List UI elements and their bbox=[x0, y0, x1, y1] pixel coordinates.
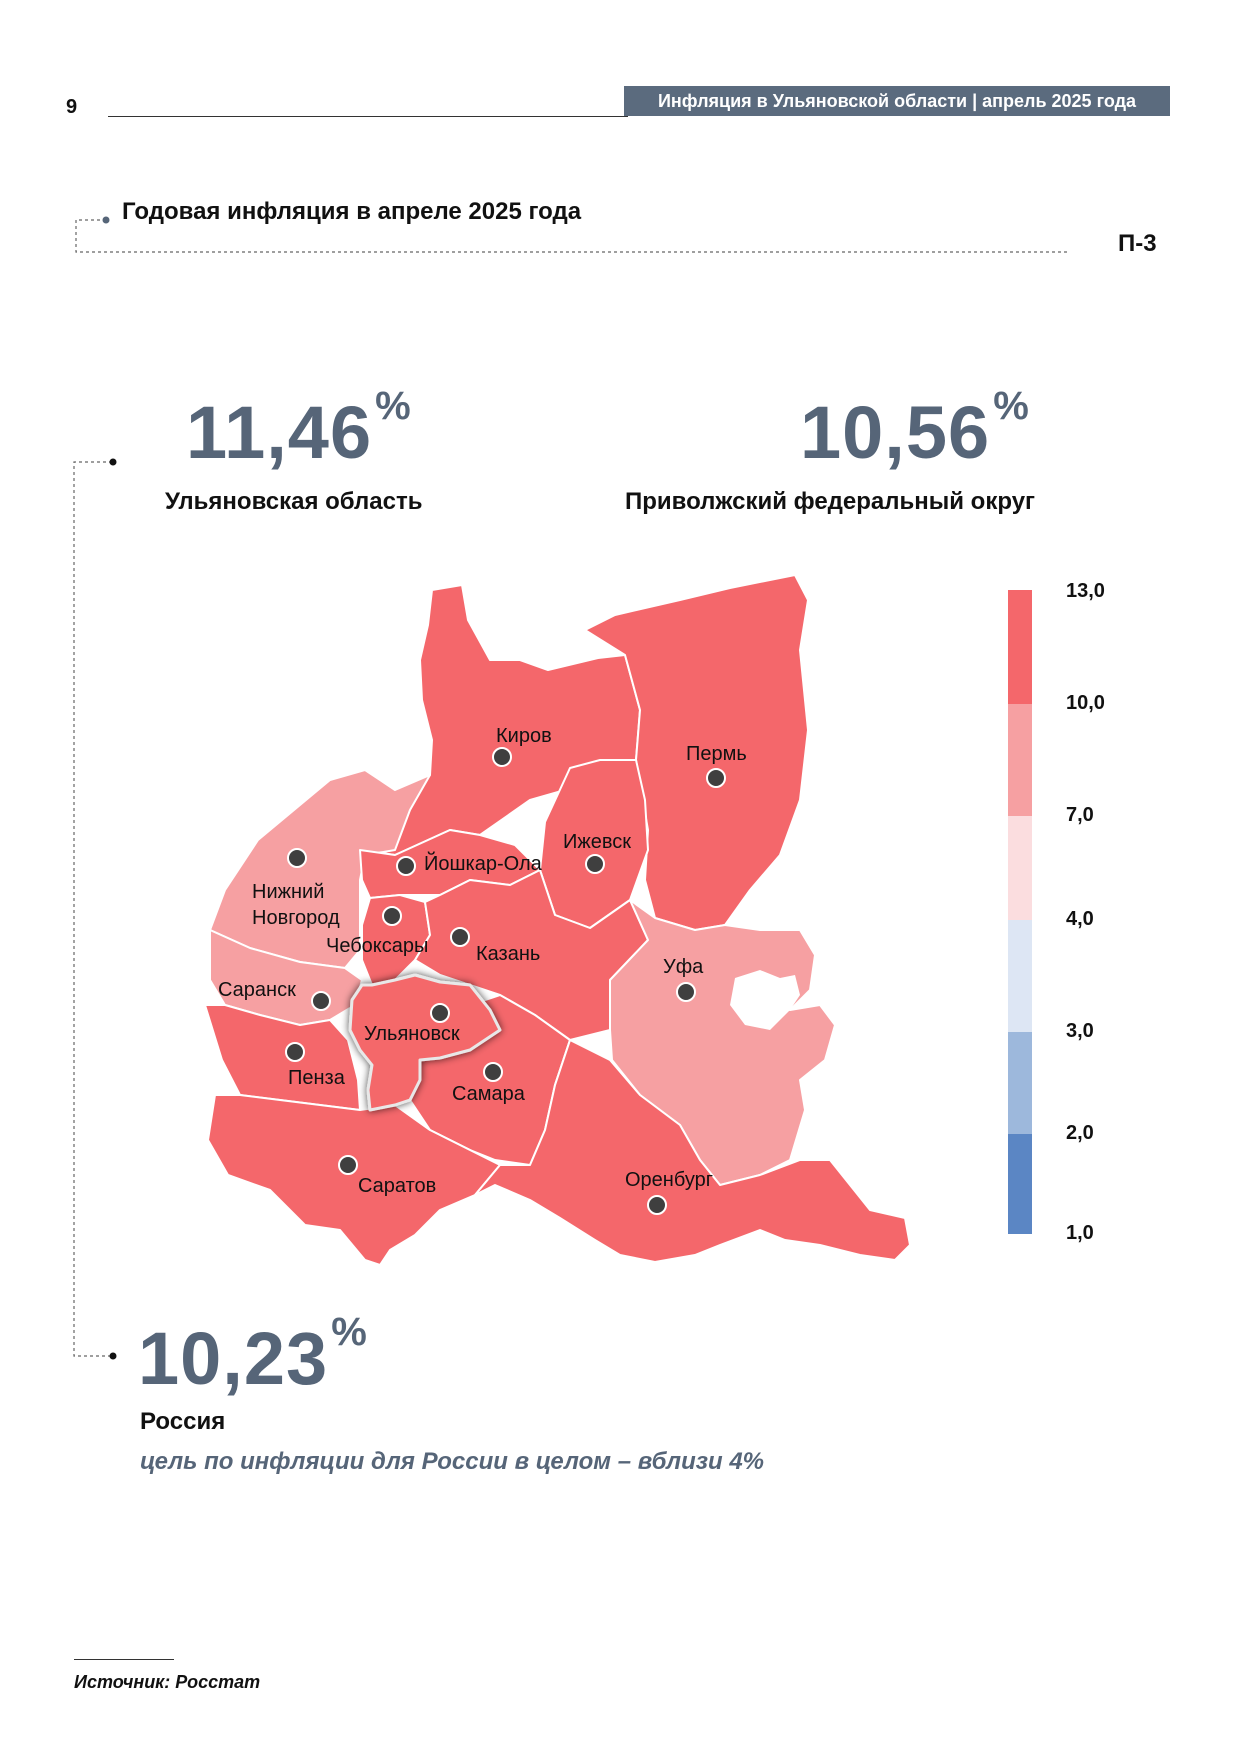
city-label-nizhny-novgorod: Нижний Новгород bbox=[252, 881, 340, 929]
russia-inflation-value: 10,23% bbox=[138, 1310, 368, 1400]
city-kazan: Казань bbox=[450, 927, 540, 965]
page-number: 9 bbox=[66, 96, 78, 118]
city-label-nizhny-line2: Новгород bbox=[252, 907, 340, 929]
pfo-inflation-value: 10,56% bbox=[800, 384, 1030, 474]
city-dot bbox=[338, 1155, 358, 1175]
region-nizhny-novgorod bbox=[209, 769, 431, 969]
indicator-connector bbox=[73, 461, 112, 1357]
city-label-penza: Пенза bbox=[288, 1067, 346, 1089]
legend-tick-7: 7,0 bbox=[1066, 804, 1094, 826]
running-title: Инфляция в Ульяновской области | апрель … bbox=[624, 86, 1170, 116]
title-dot bbox=[102, 216, 110, 224]
city-label-saratov: Саратов bbox=[358, 1175, 436, 1197]
city-dot bbox=[396, 856, 416, 876]
indicator-dot-top bbox=[109, 458, 117, 466]
city-label-ufa: Уфа bbox=[663, 956, 704, 978]
city-label-orenburg: Оренбург bbox=[625, 1169, 713, 1191]
city-label-nizhny-line1: Нижний bbox=[252, 881, 324, 903]
bashkortostan-inner-white bbox=[730, 970, 800, 1030]
legend-tick-4: 4,0 bbox=[1066, 908, 1094, 930]
region-ulyanovsk bbox=[348, 973, 502, 1112]
region-chuvashia bbox=[361, 894, 431, 986]
legend-swatch-2-3 bbox=[1008, 1032, 1032, 1134]
city-ulyanovsk: Ульяновск bbox=[364, 1003, 460, 1045]
city-kirov: Киров bbox=[492, 725, 552, 767]
city-dot bbox=[706, 768, 726, 788]
legend-swatch-1-2 bbox=[1008, 1134, 1032, 1234]
legend-tick-13: 13,0 bbox=[1066, 580, 1105, 602]
city-orenburg: Оренбург bbox=[625, 1169, 713, 1215]
russia-label: Россия bbox=[140, 1408, 226, 1435]
city-label-samara: Самара bbox=[452, 1083, 526, 1105]
legend-swatch-7-10 bbox=[1008, 704, 1032, 816]
inflation-map: Киров Пермь Ижевск Йошкар-Ола Нижний Нов… bbox=[204, 574, 911, 1266]
source-rule bbox=[74, 1659, 174, 1660]
city-label-kazan: Казань bbox=[476, 943, 540, 965]
region-saratov bbox=[207, 1094, 501, 1266]
city-markers: Киров Пермь Ижевск Йошкар-Ола Нижний Нов… bbox=[218, 725, 747, 1215]
city-label-saransk: Саранск bbox=[218, 979, 296, 1001]
city-dot bbox=[585, 854, 605, 874]
header-rule bbox=[108, 116, 628, 117]
source-note: Источник: Росстат bbox=[74, 1672, 261, 1692]
pfo-label: Приволжский федеральный округ bbox=[625, 488, 1036, 515]
legend-tick-2: 2,0 bbox=[1066, 1122, 1094, 1144]
city-dot bbox=[382, 906, 402, 926]
city-label-kirov: Киров bbox=[496, 725, 552, 747]
city-label-izhevsk: Ижевск bbox=[563, 831, 631, 853]
city-label-cheboksary: Чебоксары bbox=[326, 935, 428, 957]
section-code: П-3 bbox=[1118, 230, 1157, 257]
legend-tick-1: 1,0 bbox=[1066, 1222, 1094, 1244]
legend-swatch-4-7 bbox=[1008, 816, 1032, 920]
legend-swatch-3-4 bbox=[1008, 920, 1032, 1032]
city-label-yoshkar-ola: Йошкар-Ола bbox=[424, 851, 543, 875]
city-samara: Самара bbox=[452, 1062, 526, 1105]
legend-swatch-10-13 bbox=[1008, 590, 1032, 704]
city-dot bbox=[647, 1195, 667, 1215]
city-nizhny-novgorod: Нижний Новгород bbox=[252, 848, 340, 929]
city-saransk: Саранск bbox=[218, 979, 331, 1011]
legend-colorbar bbox=[1008, 590, 1032, 1234]
city-ufa: Уфа bbox=[663, 956, 704, 1002]
city-label-ulyanovsk: Ульяновск bbox=[364, 1023, 460, 1045]
city-saratov: Саратов bbox=[338, 1155, 436, 1197]
city-perm: Пермь bbox=[686, 743, 747, 788]
city-izhevsk: Ижевск bbox=[563, 831, 631, 874]
city-label-perm: Пермь bbox=[686, 743, 747, 765]
city-dot bbox=[450, 927, 470, 947]
title-connector bbox=[75, 219, 1070, 253]
indicator-dot-bottom bbox=[109, 1352, 117, 1360]
city-dot bbox=[483, 1062, 503, 1082]
ulyanovsk-inflation-value: 11,46% bbox=[186, 384, 412, 474]
city-dot bbox=[311, 991, 331, 1011]
inflation-target-note: цель по инфляции для России в целом – вб… bbox=[140, 1448, 765, 1475]
city-dot bbox=[287, 848, 307, 868]
ulyanovsk-label: Ульяновская область bbox=[165, 488, 423, 515]
city-dot bbox=[285, 1042, 305, 1062]
city-cheboksary: Чебоксары bbox=[326, 906, 428, 957]
city-dot bbox=[676, 982, 696, 1002]
region-orenburg bbox=[474, 1039, 911, 1263]
legend-tick-3: 3,0 bbox=[1066, 1020, 1094, 1042]
city-dot bbox=[492, 747, 512, 767]
city-dot bbox=[430, 1003, 450, 1023]
city-yoshkar-ola: Йошкар-Ола bbox=[396, 851, 543, 876]
region-kirov bbox=[359, 584, 641, 856]
legend-tick-10: 10,0 bbox=[1066, 692, 1105, 714]
city-penza: Пенза bbox=[285, 1042, 346, 1089]
section-title: Годовая инфляция в апреле 2025 года bbox=[122, 198, 582, 225]
